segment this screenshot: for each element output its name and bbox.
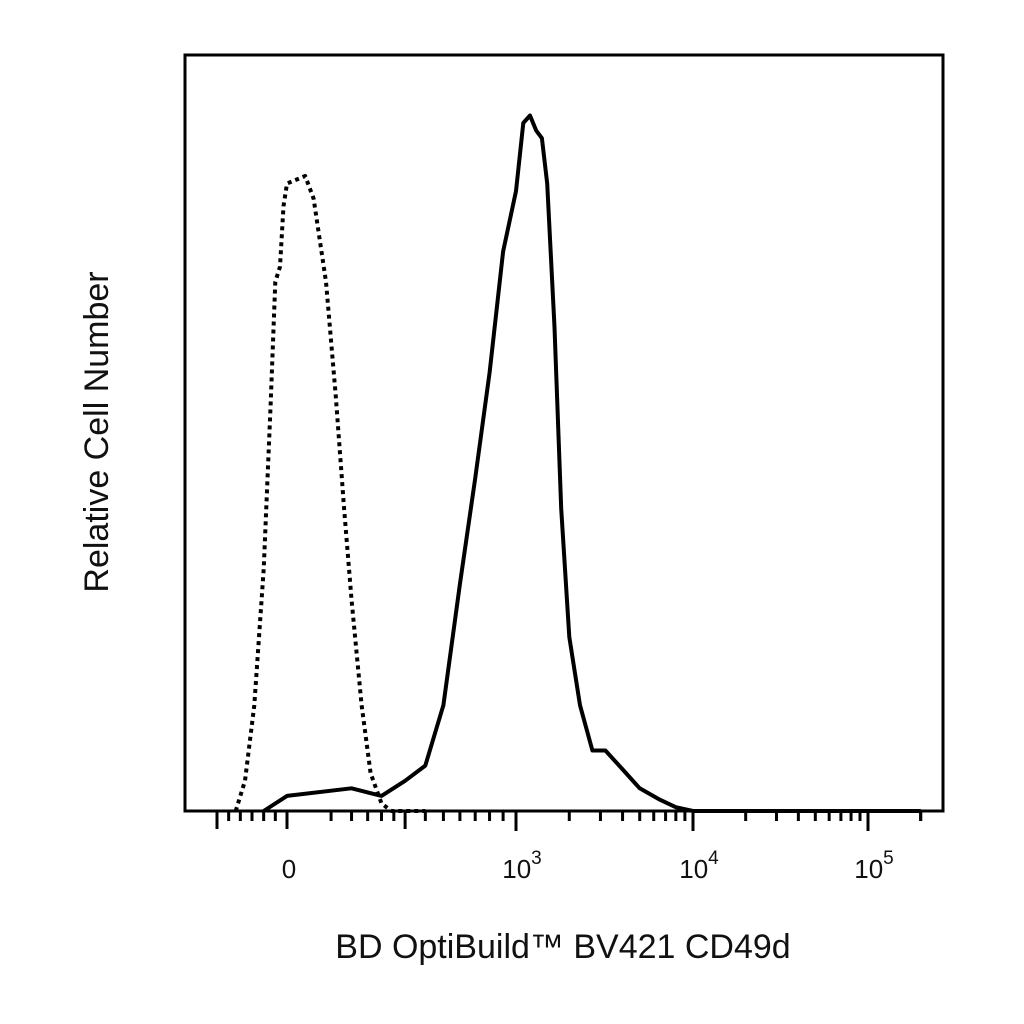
series-layer (233, 113, 921, 813)
x-tick-labels: 0 103 104 105 (282, 848, 894, 884)
x-axis-ticks (215, 811, 923, 831)
stained-sample-line (262, 113, 921, 813)
plot-frame (183, 53, 945, 813)
x-tick-label: 0 (282, 854, 296, 884)
x-tick-label: 104 (679, 848, 719, 884)
isotype-control-line (233, 174, 426, 813)
x-axis-title: BD OptiBuild™ BV421 CD49d (335, 928, 790, 966)
x-tick-label: 105 (854, 848, 894, 884)
x-tick-label: 103 (502, 848, 542, 884)
y-axis-title: Relative Cell Number (78, 271, 116, 592)
